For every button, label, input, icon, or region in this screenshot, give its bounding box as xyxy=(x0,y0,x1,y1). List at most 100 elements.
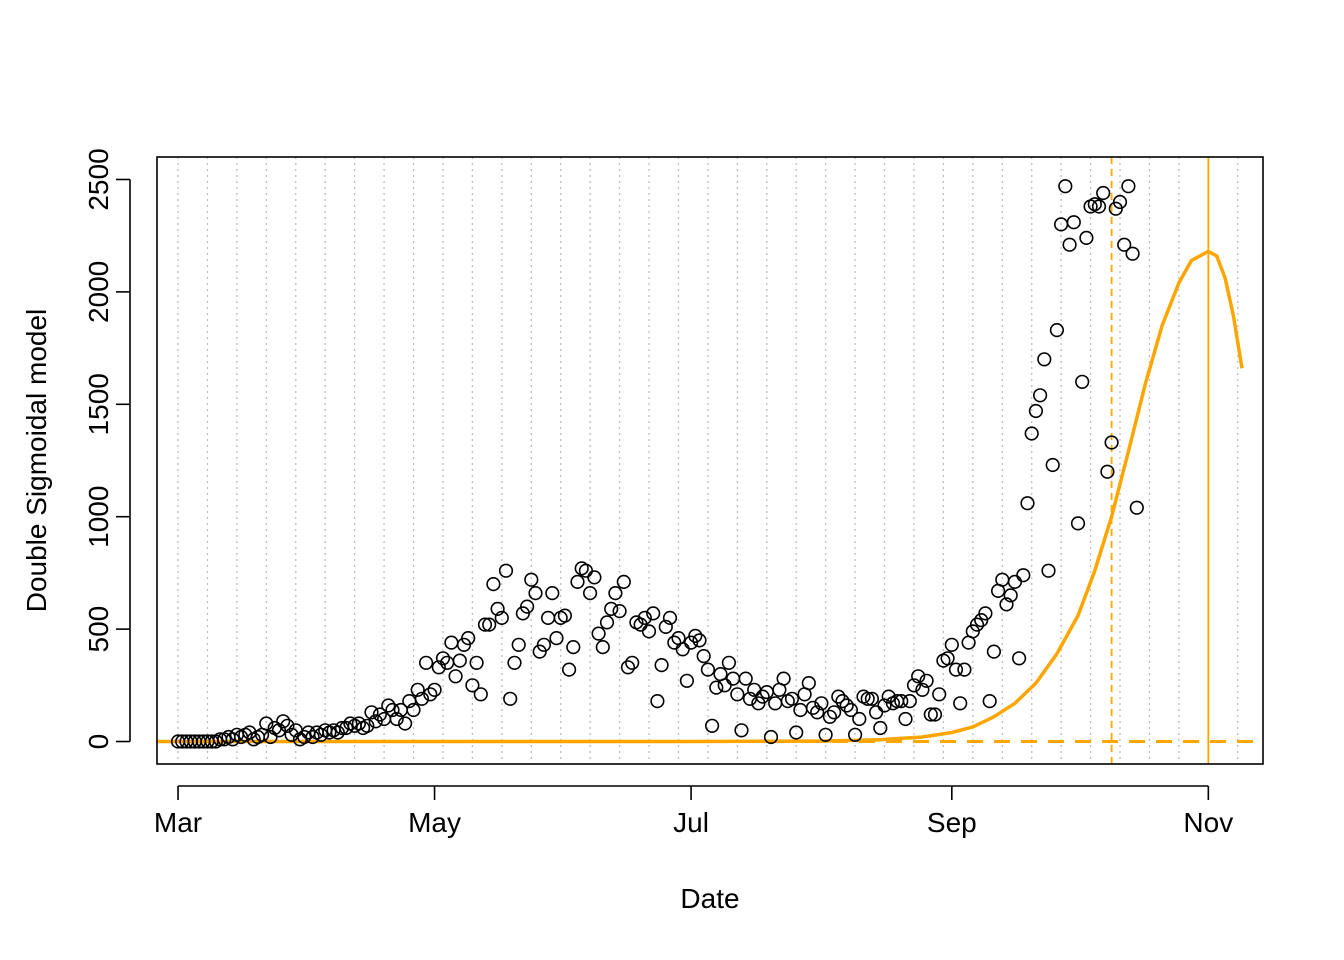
data-point xyxy=(637,610,652,626)
data-point xyxy=(545,585,560,601)
y-tick-label: 2000 xyxy=(83,261,114,323)
data-point xyxy=(519,599,535,614)
data-point xyxy=(225,732,240,747)
data-point xyxy=(1125,246,1140,261)
data-point xyxy=(789,725,804,740)
y-tick-label: 1500 xyxy=(83,373,114,435)
data-point xyxy=(1045,457,1060,473)
data-point xyxy=(297,729,312,745)
weekly-gridlines xyxy=(177,157,1239,764)
data-point xyxy=(822,709,838,724)
data-point xyxy=(721,655,737,670)
data-point xyxy=(1024,426,1039,441)
data-point xyxy=(738,671,753,686)
data-point xyxy=(1037,352,1052,367)
data-point xyxy=(1058,179,1073,194)
data-point xyxy=(604,601,619,617)
data-point xyxy=(906,678,922,693)
data-point xyxy=(662,610,678,626)
data-point xyxy=(414,691,430,706)
data-point xyxy=(494,610,509,626)
data-point xyxy=(1091,199,1107,214)
data-point xyxy=(953,696,968,711)
data-point xyxy=(868,705,884,720)
data-point xyxy=(717,678,732,693)
data-point xyxy=(658,619,673,635)
data-point xyxy=(587,570,602,585)
y-tick-label: 500 xyxy=(83,606,114,653)
data-point xyxy=(1066,215,1081,230)
plot-frame xyxy=(156,156,1264,765)
data-point xyxy=(999,597,1014,612)
data-point xyxy=(477,617,493,632)
data-point xyxy=(704,718,720,733)
data-point xyxy=(957,662,972,677)
data-point xyxy=(650,693,665,709)
data-point xyxy=(646,606,661,621)
data-point xyxy=(902,693,917,709)
data-point xyxy=(692,633,707,648)
data-point xyxy=(940,651,955,666)
data-point xyxy=(864,691,880,706)
data-point xyxy=(570,574,585,590)
data-point xyxy=(511,637,526,652)
data-point xyxy=(1129,500,1144,515)
data-point xyxy=(927,707,943,722)
data-point xyxy=(982,693,997,709)
data-point xyxy=(608,585,623,601)
data-point xyxy=(944,637,959,652)
data-point xyxy=(801,675,816,691)
data-point xyxy=(784,691,800,706)
data-point xyxy=(339,720,354,736)
x-tick-label: Mar xyxy=(154,807,202,838)
data-point xyxy=(351,716,367,731)
data-point xyxy=(330,725,345,740)
data-point xyxy=(372,707,388,722)
data-point xyxy=(1041,563,1056,578)
data-point xyxy=(448,669,463,684)
data-point xyxy=(486,576,501,592)
data-point xyxy=(1121,179,1136,194)
data-point xyxy=(616,574,631,590)
data-point xyxy=(654,657,669,673)
data-point xyxy=(1079,230,1094,245)
data-point xyxy=(431,660,446,675)
data-point xyxy=(679,673,695,688)
data-point xyxy=(763,729,779,745)
data-point xyxy=(1003,588,1018,603)
data-point xyxy=(524,572,539,587)
y-tick-label: 0 xyxy=(83,734,114,750)
data-point xyxy=(835,693,850,709)
data-point xyxy=(818,727,833,742)
data-point xyxy=(578,563,594,578)
data-point xyxy=(561,662,577,677)
data-point xyxy=(536,637,552,652)
data-point xyxy=(582,585,598,601)
data-point xyxy=(805,700,821,715)
data-point xyxy=(1011,651,1027,666)
data-point xyxy=(271,723,287,738)
data-point xyxy=(599,615,615,630)
data-point xyxy=(515,606,531,621)
model-curve xyxy=(157,249,1244,744)
data-point xyxy=(612,603,627,619)
data-point xyxy=(898,711,913,727)
data-point xyxy=(276,714,291,729)
data-point xyxy=(965,624,980,639)
data-point xyxy=(280,718,295,733)
data-point xyxy=(549,630,564,646)
data-point xyxy=(490,601,505,617)
data-point xyxy=(923,707,938,722)
data-point xyxy=(461,630,476,646)
data-point xyxy=(1007,574,1023,590)
data-point xyxy=(259,716,274,731)
data-point xyxy=(932,687,947,702)
data-point xyxy=(852,711,867,727)
data-point xyxy=(452,653,467,668)
data-point xyxy=(1104,435,1119,450)
data-point xyxy=(688,628,703,644)
data-point xyxy=(768,696,783,711)
data-point xyxy=(406,702,421,718)
data-point xyxy=(385,702,400,718)
